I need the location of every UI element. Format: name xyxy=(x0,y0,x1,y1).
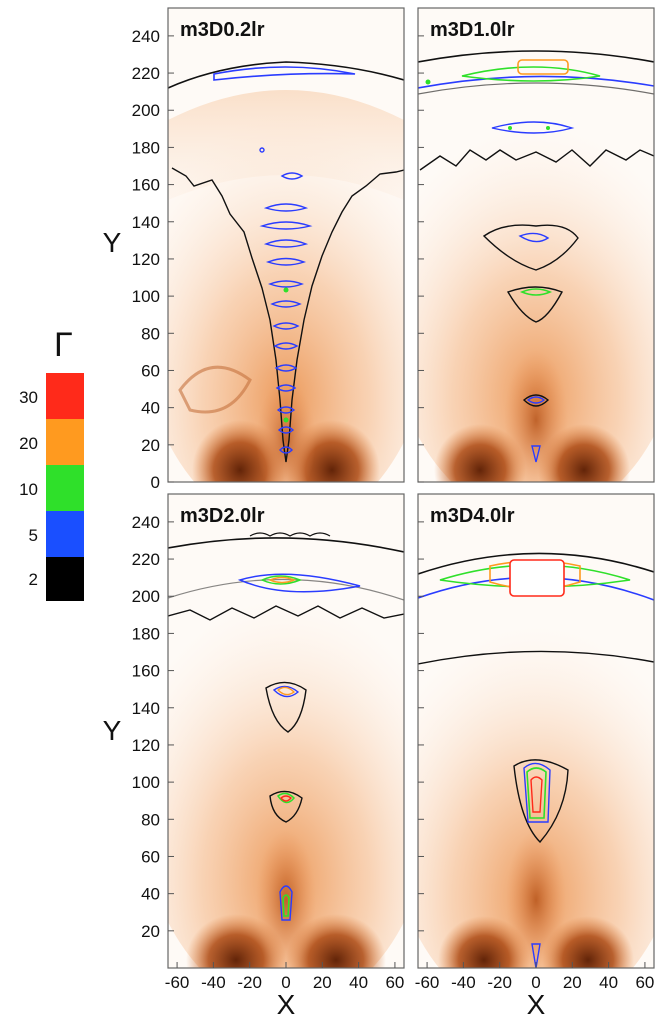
colorbar-swatch-30 xyxy=(46,373,84,419)
x-axis-right: -60 -40 -20 0 20 40 60 xyxy=(415,962,654,992)
colorbar-label-2: 2 xyxy=(29,570,38,589)
x-tick-label: 0 xyxy=(531,973,540,992)
colorbar-swatch-2 xyxy=(46,557,84,601)
y-tick-label: 180 xyxy=(132,138,160,157)
y-tick-label: 240 xyxy=(132,513,160,532)
y-tick-label: 140 xyxy=(132,213,160,232)
colorbar-label-30: 30 xyxy=(19,388,38,407)
x-tick-label: -60 xyxy=(165,973,190,992)
panel-title: m3D2.0lr xyxy=(180,505,265,527)
panel-m3D1.0lr: m3D1.0lr xyxy=(417,7,655,483)
x-tick-label: 40 xyxy=(599,973,618,992)
colorbar-swatch-5 xyxy=(46,511,84,557)
y-tick-label: 20 xyxy=(141,922,160,941)
x-tick-label: 60 xyxy=(635,973,654,992)
y-tick-label: 20 xyxy=(141,436,160,455)
y-tick-label: 120 xyxy=(132,250,160,269)
y-tick-label: 100 xyxy=(132,773,160,792)
y-axis-label-bottom: Y xyxy=(103,715,122,746)
y-tick-label: 200 xyxy=(132,587,160,606)
y-tick-label: 200 xyxy=(132,101,160,120)
x-tick-label: 0 xyxy=(281,973,290,992)
y-tick-label: 220 xyxy=(132,550,160,569)
y-tick-label: 80 xyxy=(141,810,160,829)
x-tick-label: -40 xyxy=(201,973,226,992)
x-axis-left: -60 -40 -20 0 20 40 60 xyxy=(165,962,404,992)
x-tick-label: -60 xyxy=(415,973,440,992)
y-tick-label: 120 xyxy=(132,736,160,755)
colorbar-swatch-10 xyxy=(46,465,84,511)
y-tick-label: 220 xyxy=(132,64,160,83)
panel-title: m3D4.0lr xyxy=(430,505,515,527)
colorbar: Γ 30 20 10 5 2 xyxy=(19,326,84,601)
panel-m3D2.0lr: m3D2.0lr xyxy=(167,493,405,969)
x-axis-label-right: X xyxy=(527,989,546,1020)
x-tick-label: 20 xyxy=(313,973,332,992)
colorbar-swatch-20 xyxy=(46,419,84,465)
y-tick-label: 160 xyxy=(132,176,160,195)
y-axis-bottom: 20 40 60 80 100 120 140 160 180 200 220 240 xyxy=(132,513,424,941)
y-tick-label: 180 xyxy=(132,624,160,643)
x-tick-label: -20 xyxy=(487,973,512,992)
y-tick-label: 40 xyxy=(141,399,160,418)
y-tick-label: 80 xyxy=(141,324,160,343)
colorbar-label-10: 10 xyxy=(19,480,38,499)
x-tick-label: 40 xyxy=(349,973,368,992)
panel-m3D0.2lr: m3D0.2lr xyxy=(167,7,405,483)
y-tick-label: 100 xyxy=(132,287,160,306)
y-tick-label: 240 xyxy=(132,27,160,46)
y-axis-top: 0 20 40 60 80 100 120 140 160 180 200 220 240 xyxy=(132,27,424,492)
colorbar-label-20: 20 xyxy=(19,434,38,453)
x-tick-label: 20 xyxy=(563,973,582,992)
panel-title: m3D1.0lr xyxy=(430,19,515,41)
y-tick-label: 40 xyxy=(141,885,160,904)
colorbar-symbol: Γ xyxy=(54,326,73,364)
x-tick-label: -40 xyxy=(451,973,476,992)
y-axis-label-top: Y xyxy=(103,227,122,258)
y-tick-label: 0 xyxy=(151,473,160,492)
x-axis-label-left: X xyxy=(277,989,296,1020)
panel-m3D4.0lr: m3D4.0lr xyxy=(417,493,655,969)
y-tick-label: 160 xyxy=(132,662,160,681)
colorbar-label-5: 5 xyxy=(29,526,38,545)
panel-title: m3D0.2lr xyxy=(180,19,265,41)
y-tick-label: 60 xyxy=(141,847,160,866)
x-tick-label: 60 xyxy=(385,973,404,992)
x-tick-label: -20 xyxy=(237,973,262,992)
y-tick-label: 140 xyxy=(132,699,160,718)
y-tick-label: 60 xyxy=(141,361,160,380)
